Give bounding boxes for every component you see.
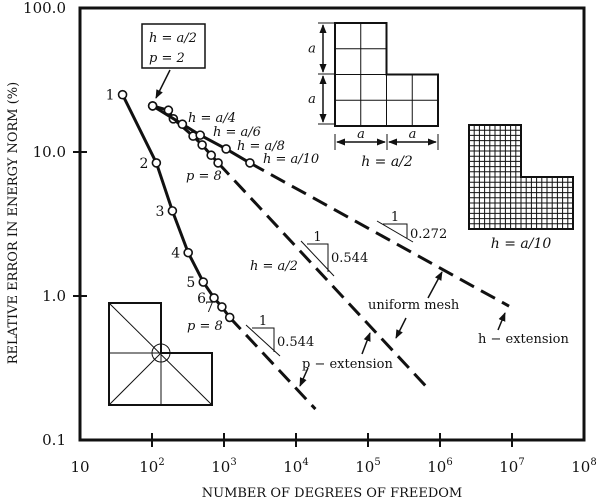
axes: 10 102 103 104 105 106 107 108 100.0 10.0 1.0 0.1 (23, 0, 597, 476)
x-axis-label: NUMBER OF DEGREES OF FREEDOM (202, 486, 463, 501)
point-label: 3 (155, 204, 164, 220)
point-label: 2 (139, 156, 148, 172)
slope-value-label: 0.272 (410, 227, 447, 242)
series-p-extension-uniform-h-a2 (147, 101, 429, 389)
point-label: 6 (197, 291, 206, 307)
series-extrapolation-dashed (249, 161, 510, 308)
slope-run-label: 1 (391, 210, 399, 225)
data-point (213, 158, 223, 168)
data-point (245, 158, 255, 168)
box-line-1: h = a/2 (149, 31, 197, 46)
x-tick-label: 103 (211, 457, 236, 476)
y-axis-label: RELATIVE ERROR IN ENERGY NORM (%) (6, 82, 21, 364)
slope-run-label: 1 (313, 230, 321, 245)
x-tick-label: 108 (571, 457, 596, 476)
x-tick-label: 105 (355, 457, 380, 476)
label-p8-upper: p = 8 (186, 169, 222, 184)
arrow-uniform-mesh-upper (427, 271, 443, 299)
arrow-uniform-mesh-lower (395, 317, 407, 339)
slope-triangle (307, 243, 329, 272)
x-tick-label: 106 (427, 457, 452, 476)
point-label: 4 (171, 246, 180, 262)
mesh-outline (468, 124, 574, 230)
data-point (197, 140, 207, 150)
series-extrapolation-dashed (228, 316, 317, 411)
slope-value-label: 0.544 (331, 251, 368, 266)
data-point (183, 247, 193, 258)
series-h-extension-p2 (147, 101, 510, 308)
data-point (177, 119, 188, 129)
slope-lower: 1 0.544 (245, 314, 314, 357)
dimension-label: a (308, 42, 316, 57)
label-h-a4: h = a/4 (188, 111, 236, 126)
x-tick-label: 10 (70, 458, 89, 476)
label-h-extension: h − extension (478, 332, 570, 347)
slope-hypotenuse (245, 324, 281, 357)
slope-middle: 1 0.544 (300, 230, 368, 277)
slope-triangle (383, 223, 408, 238)
start-point-box (141, 23, 206, 69)
data-point (195, 130, 205, 140)
x-tick-label: 104 (283, 457, 308, 476)
label-h-a8: h = a/8 (237, 139, 285, 154)
mesh-insets: a a a a h = a/2 h = a/10 (108, 22, 574, 406)
series-extrapolation-dashed (217, 161, 429, 389)
data-point (198, 277, 209, 287)
slope-value-label: 0.544 (277, 335, 314, 350)
fine-mesh (468, 124, 574, 230)
dimension-arrows: a a a a (308, 22, 439, 150)
y-tick-label: 1.0 (42, 287, 66, 305)
annotations: h = a/2p = 2h = a/4h = a/6h = a/8h = a/1… (141, 23, 570, 387)
mesh-line (108, 352, 162, 406)
data-point (217, 302, 227, 312)
data-point (206, 150, 216, 161)
x-tick-label: 107 (499, 457, 524, 476)
data-point (221, 144, 231, 154)
graded-mesh (108, 302, 213, 406)
arrow-h-extension (497, 312, 506, 331)
slope-hypotenuse (376, 220, 414, 243)
coarse-mesh (334, 22, 439, 127)
label-h-a10: h = a/10 (263, 152, 319, 167)
y-tick-label: 0.1 (42, 431, 66, 449)
box-arrow (155, 69, 171, 99)
point-label: 1 (106, 88, 115, 104)
dimension-label: a (409, 127, 417, 142)
plot-frame (78, 6, 586, 442)
dimension-label: a (357, 127, 365, 142)
label-h-a6: h = a/6 (213, 125, 261, 140)
data-point (224, 312, 235, 323)
arrow-p-extension-middle (361, 332, 371, 355)
y-tick-label: 10.0 (33, 143, 66, 161)
slope-upper: 1 0.272 (376, 210, 447, 243)
mesh-outline (334, 22, 439, 127)
label-uniform-mesh: uniform mesh (368, 298, 460, 313)
label-p8-lower: p = 8 (187, 319, 223, 334)
fine-mesh-label: h = a/10 (491, 236, 552, 252)
data-point (117, 89, 128, 100)
y-tick-label: 100.0 (23, 0, 66, 17)
dimension-label: a (308, 92, 316, 107)
slope-run-label: 1 (259, 314, 267, 329)
data-point (167, 206, 178, 216)
coarse-mesh-label: h = a/2 (361, 154, 413, 170)
singular-point-circle (151, 343, 171, 363)
data-point (151, 158, 162, 168)
point-label: 5 (186, 275, 195, 291)
arrow-p-extension-lower (299, 367, 309, 387)
slope-hypotenuse (300, 240, 335, 277)
data-point (209, 293, 219, 303)
label-p-extension: p − extension (302, 357, 393, 372)
label-h-a2: h = a/2 (250, 259, 298, 274)
point-label: 7 (205, 300, 214, 316)
box-line-2: p = 2 (149, 51, 185, 66)
data-point (147, 101, 158, 111)
slope-triangle (252, 327, 275, 352)
x-tick-label: 102 (139, 457, 164, 476)
